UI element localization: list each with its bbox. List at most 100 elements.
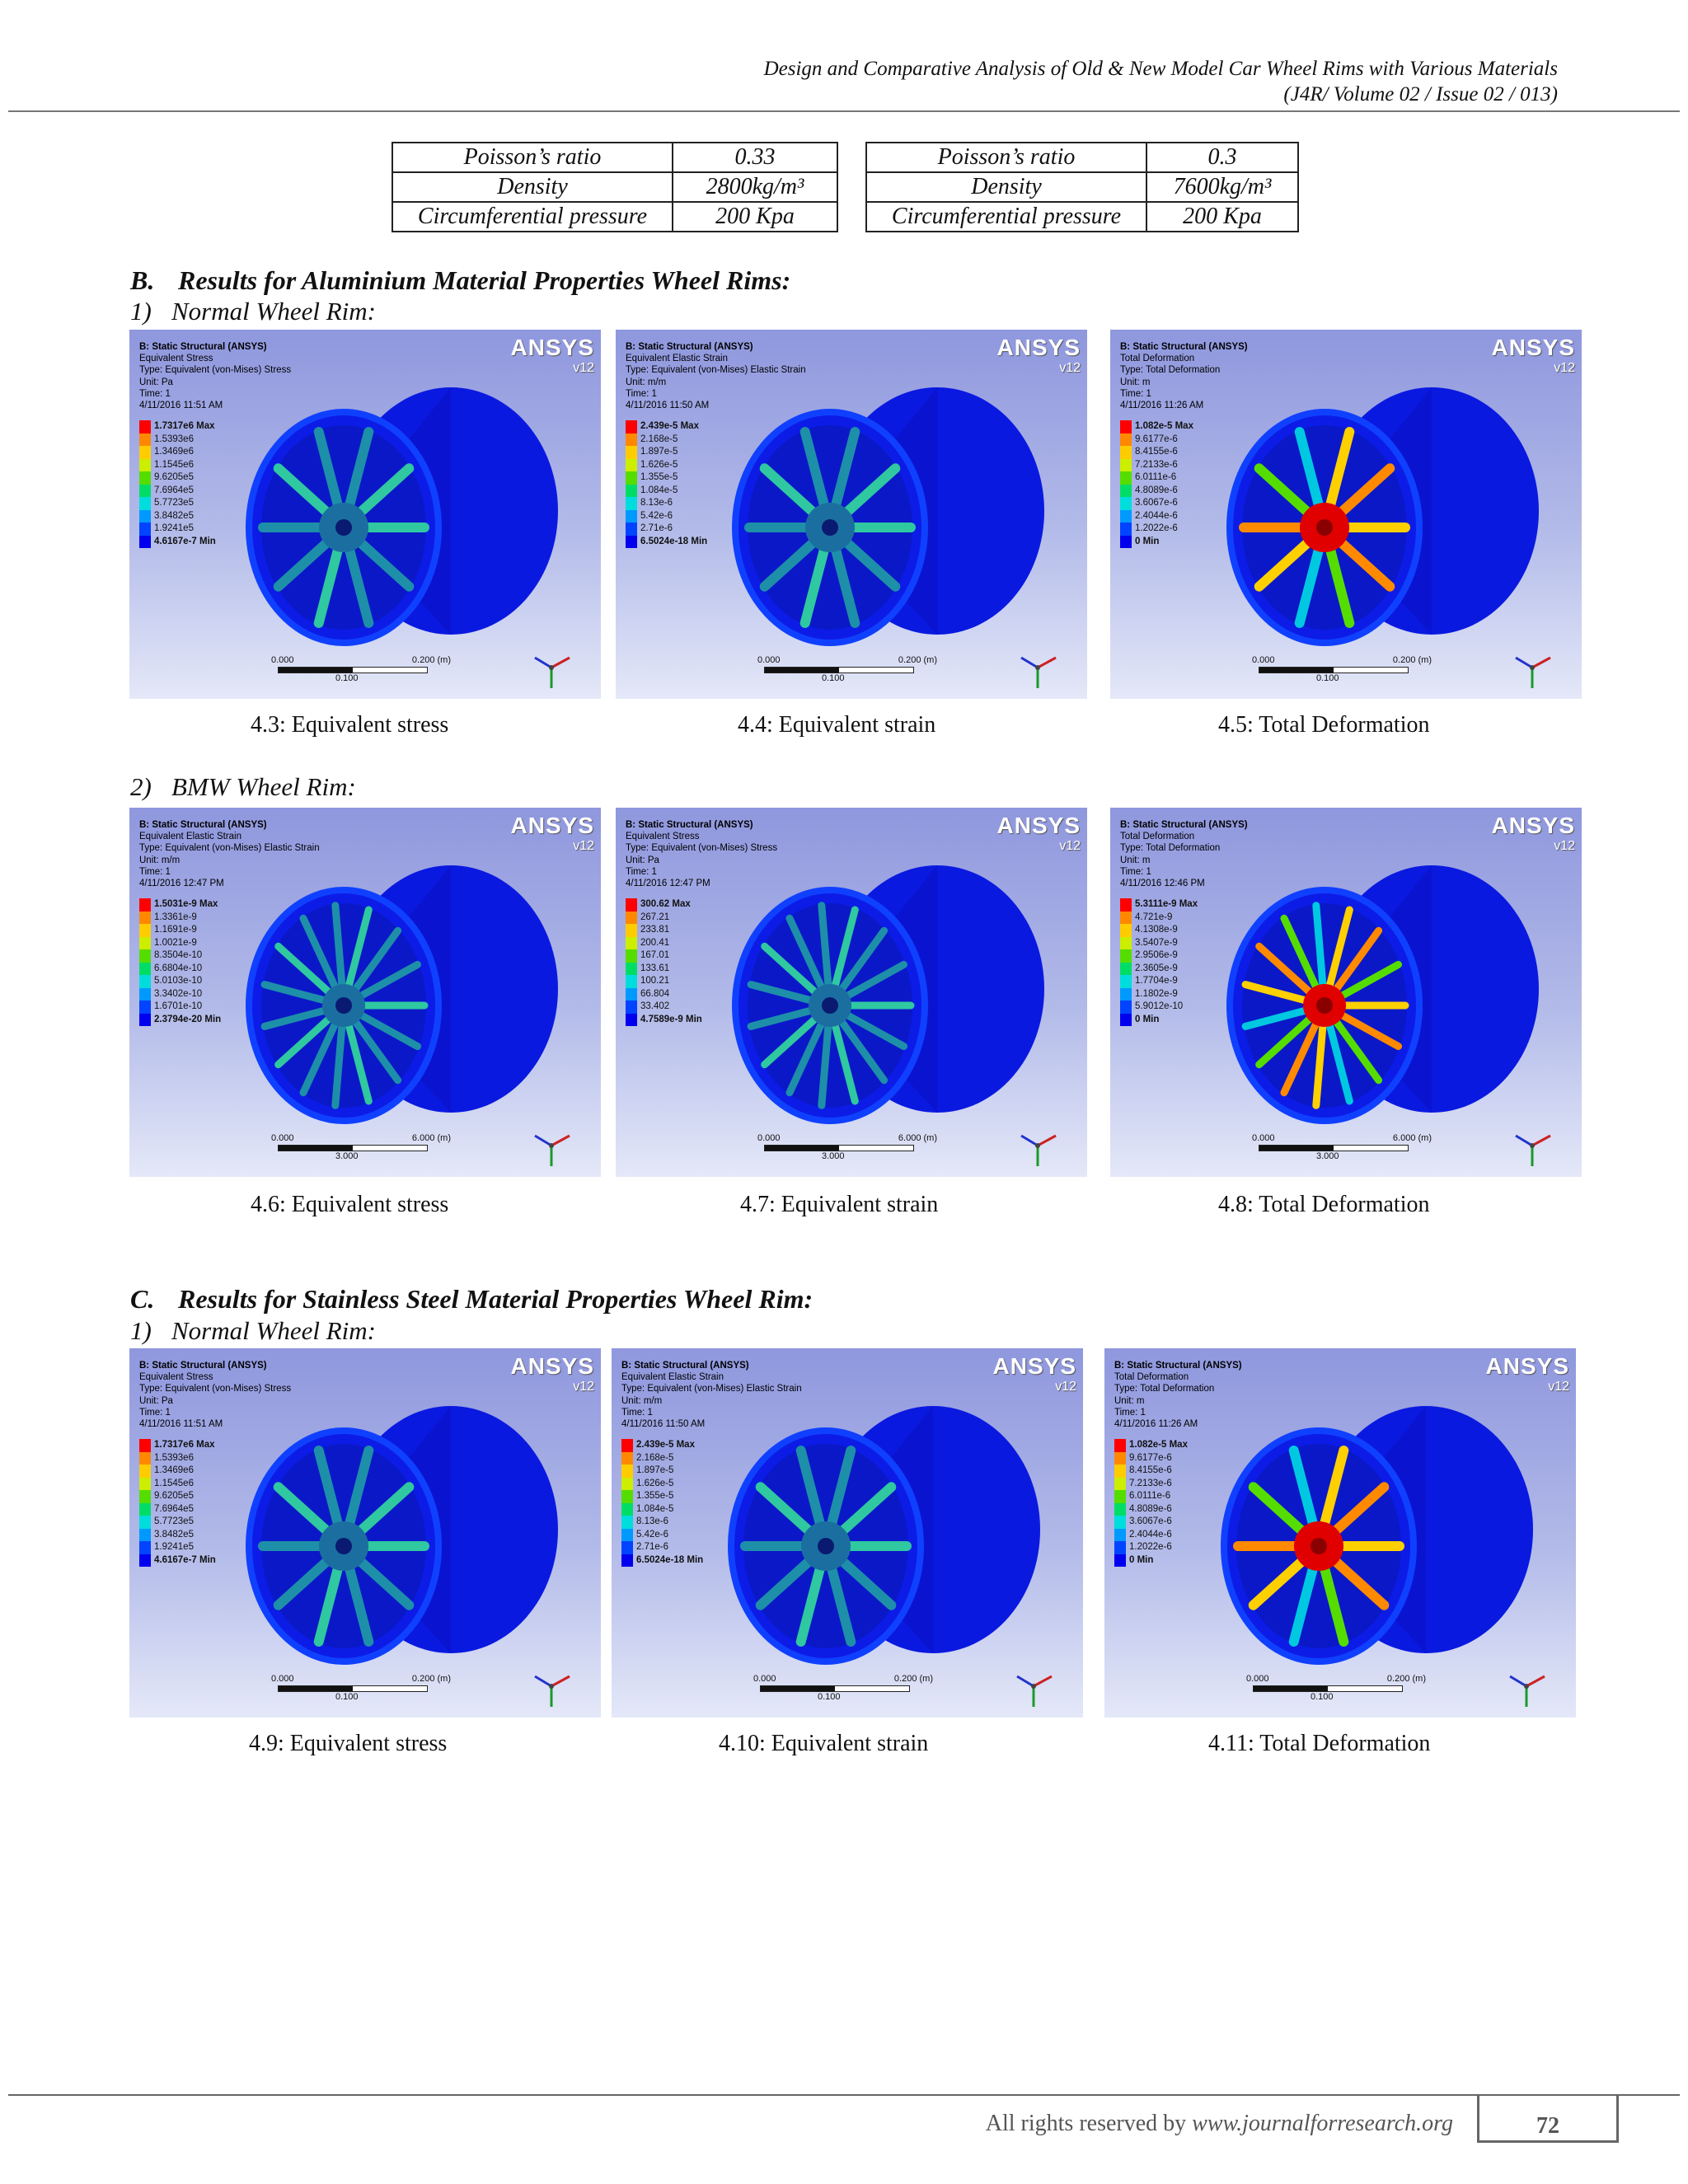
legend-swatch bbox=[626, 936, 637, 949]
info-line: 4/11/2016 11:51 AM bbox=[139, 1419, 223, 1430]
info-line: Total Deformation bbox=[1120, 354, 1195, 364]
ansys-logo: ANSYS bbox=[510, 813, 594, 838]
info-line: Time: 1 bbox=[1120, 866, 1151, 877]
legend-value: 9.6177e-6 bbox=[1129, 1452, 1172, 1463]
legend-entry: 1.084e-5 bbox=[621, 1502, 703, 1516]
legend-swatch bbox=[1120, 949, 1132, 963]
info-line: Type: Equivalent (von-Mises) Stress bbox=[139, 1384, 292, 1394]
table-row: Density 2800kg/m³ bbox=[392, 171, 838, 203]
legend-entry: 4.721e-9 bbox=[1120, 911, 1198, 924]
legend-entry: 1.084e-5 bbox=[626, 484, 707, 497]
legend-entry: 2.439e-5 Max bbox=[626, 420, 707, 434]
subsection-b2-heading: 2) BMW Wheel Rim: bbox=[130, 772, 356, 802]
property-name: Density bbox=[392, 171, 673, 203]
legend-swatch bbox=[626, 962, 637, 975]
legend-value: 300.62 Max bbox=[640, 899, 691, 909]
ansys-result-panel: B: Static Structural (ANSYS) Equivalent E… bbox=[616, 330, 1087, 699]
analysis-title: B: Static Structural (ANSYS) bbox=[139, 1361, 267, 1371]
analysis-title: B: Static Structural (ANSYS) bbox=[1120, 342, 1248, 352]
legend-value: 1.897e-5 bbox=[636, 1465, 674, 1475]
legend-swatch bbox=[139, 898, 151, 912]
coordinate-triad-icon bbox=[534, 1675, 570, 1707]
ansys-logo: ANSYS bbox=[510, 1353, 594, 1379]
ansys-result-panel: B: Static Structural (ANSYS) Total Deform… bbox=[1110, 808, 1582, 1177]
color-legend: 2.439e-5 Max 2.168e-5 1.897e-5 1.626e-5 1.35… bbox=[626, 420, 707, 548]
legend-value: 8.4155e-6 bbox=[1129, 1465, 1172, 1475]
legend-value: 1.0021e-9 bbox=[154, 937, 197, 948]
legend-swatch bbox=[139, 458, 151, 471]
legend-swatch bbox=[621, 1451, 633, 1465]
coordinate-triad-icon bbox=[1020, 1134, 1057, 1166]
legend-value: 1.7317e6 Max bbox=[154, 1440, 215, 1450]
page-number: 72 bbox=[1536, 2113, 1559, 2139]
legend-entry: 2.71e-6 bbox=[626, 523, 707, 536]
legend-entry: 1.5393e6 bbox=[139, 1451, 216, 1465]
legend-swatch bbox=[626, 975, 637, 988]
section-c-heading: C. Results for Stainless Steel Material P… bbox=[130, 1284, 813, 1315]
figure-caption: 4.11: Total Deformation bbox=[1208, 1731, 1431, 1756]
footer-url: www.journalforresearch.org bbox=[1192, 2111, 1453, 2136]
legend-entry: 100.21 bbox=[626, 975, 702, 988]
legend-value: 4.721e-9 bbox=[1135, 912, 1173, 922]
legend-swatch bbox=[139, 1528, 151, 1541]
legend-swatch bbox=[1114, 1528, 1126, 1541]
running-header: Design and Comparative Analysis of Old &… bbox=[764, 56, 1558, 107]
legend-swatch bbox=[139, 420, 151, 434]
subsection-c1-heading: 1) Normal Wheel Rim: bbox=[130, 1316, 376, 1346]
subsection-number: 1) bbox=[130, 297, 152, 326]
legend-swatch bbox=[626, 471, 637, 485]
ansys-logo: ANSYS bbox=[996, 335, 1081, 360]
legend-entry: 300.62 Max bbox=[626, 898, 702, 912]
legend-value: 167.01 bbox=[640, 950, 670, 960]
result-info: B: Static Structural (ANSYS) Equivalent S… bbox=[139, 341, 291, 411]
wheel-model bbox=[1226, 387, 1539, 646]
scale-bar-graphic bbox=[764, 667, 914, 673]
analysis-title: B: Static Structural (ANSYS) bbox=[621, 1361, 749, 1371]
ansys-logo: ANSYS bbox=[1491, 813, 1575, 838]
legend-entry: 1.626e-5 bbox=[621, 1477, 703, 1490]
legend-swatch bbox=[621, 1541, 633, 1554]
table-row: Density 7600kg/m³ bbox=[865, 171, 1299, 203]
legend-swatch bbox=[1120, 911, 1132, 924]
legend-swatch bbox=[139, 1516, 151, 1529]
legend-entry: 1.1691e-9 bbox=[139, 924, 221, 937]
legend-value: 100.21 bbox=[640, 976, 670, 986]
legend-entry: 6.0111e-6 bbox=[1114, 1490, 1188, 1503]
section-letter: B. bbox=[130, 265, 155, 295]
scale-bar-graphic bbox=[278, 1685, 428, 1692]
result-info: B: Static Structural (ANSYS) Equivalent S… bbox=[139, 1360, 291, 1430]
info-line: Type: Equivalent (von-Mises) Stress bbox=[139, 365, 292, 376]
scale-end: 0.200 (m) bbox=[1392, 655, 1432, 665]
subsection-title: Normal Wheel Rim: bbox=[171, 297, 376, 326]
legend-value: 5.9012e-10 bbox=[1135, 1001, 1184, 1011]
legend-entry: 5.3111e-9 Max bbox=[1120, 898, 1198, 912]
legend-value: 3.6067e-6 bbox=[1129, 1516, 1172, 1526]
legend-value: 7.2133e-6 bbox=[1129, 1478, 1172, 1488]
legend-swatch bbox=[1120, 975, 1132, 988]
legend-swatch bbox=[626, 1001, 637, 1014]
scale-end: 0.200 (m) bbox=[1386, 1674, 1426, 1684]
scale-end: 0.200 (m) bbox=[893, 1674, 933, 1684]
property-value: 0.33 bbox=[672, 142, 838, 173]
footer-text: All rights reserved by bbox=[985, 2111, 1193, 2136]
legend-entry: 5.7723e5 bbox=[139, 1516, 216, 1529]
legend-value: 7.6964e5 bbox=[154, 1503, 194, 1514]
legend-value: 1.1545e6 bbox=[154, 459, 194, 470]
legend-entry: 4.6167e-7 Min bbox=[139, 1554, 216, 1567]
legend-value: 4.1308e-9 bbox=[1135, 925, 1178, 935]
legend-entry: 2.3605e-9 bbox=[1120, 962, 1198, 975]
legend-entry: 66.804 bbox=[626, 987, 702, 1001]
info-line: Unit: m bbox=[1120, 377, 1151, 387]
legend-value: 1.9241e5 bbox=[154, 523, 194, 533]
legend-swatch bbox=[139, 446, 151, 459]
figure-caption: 4.3: Equivalent stress bbox=[251, 712, 449, 738]
result-info: B: Static Structural (ANSYS) Equivalent E… bbox=[139, 819, 320, 889]
legend-entry: 1.6701e-10 bbox=[139, 1001, 221, 1014]
legend-entry: 7.2133e-6 bbox=[1120, 458, 1193, 471]
legend-value: 4.8089e-6 bbox=[1135, 485, 1178, 495]
wheel-model bbox=[1221, 1406, 1533, 1665]
legend-value: 1.355e-5 bbox=[640, 472, 678, 482]
property-value: 200 Kpa bbox=[1146, 201, 1299, 232]
section-title: Results for Aluminium Material Propertie… bbox=[178, 265, 791, 295]
scale-mid: 3.000 bbox=[822, 1151, 845, 1161]
